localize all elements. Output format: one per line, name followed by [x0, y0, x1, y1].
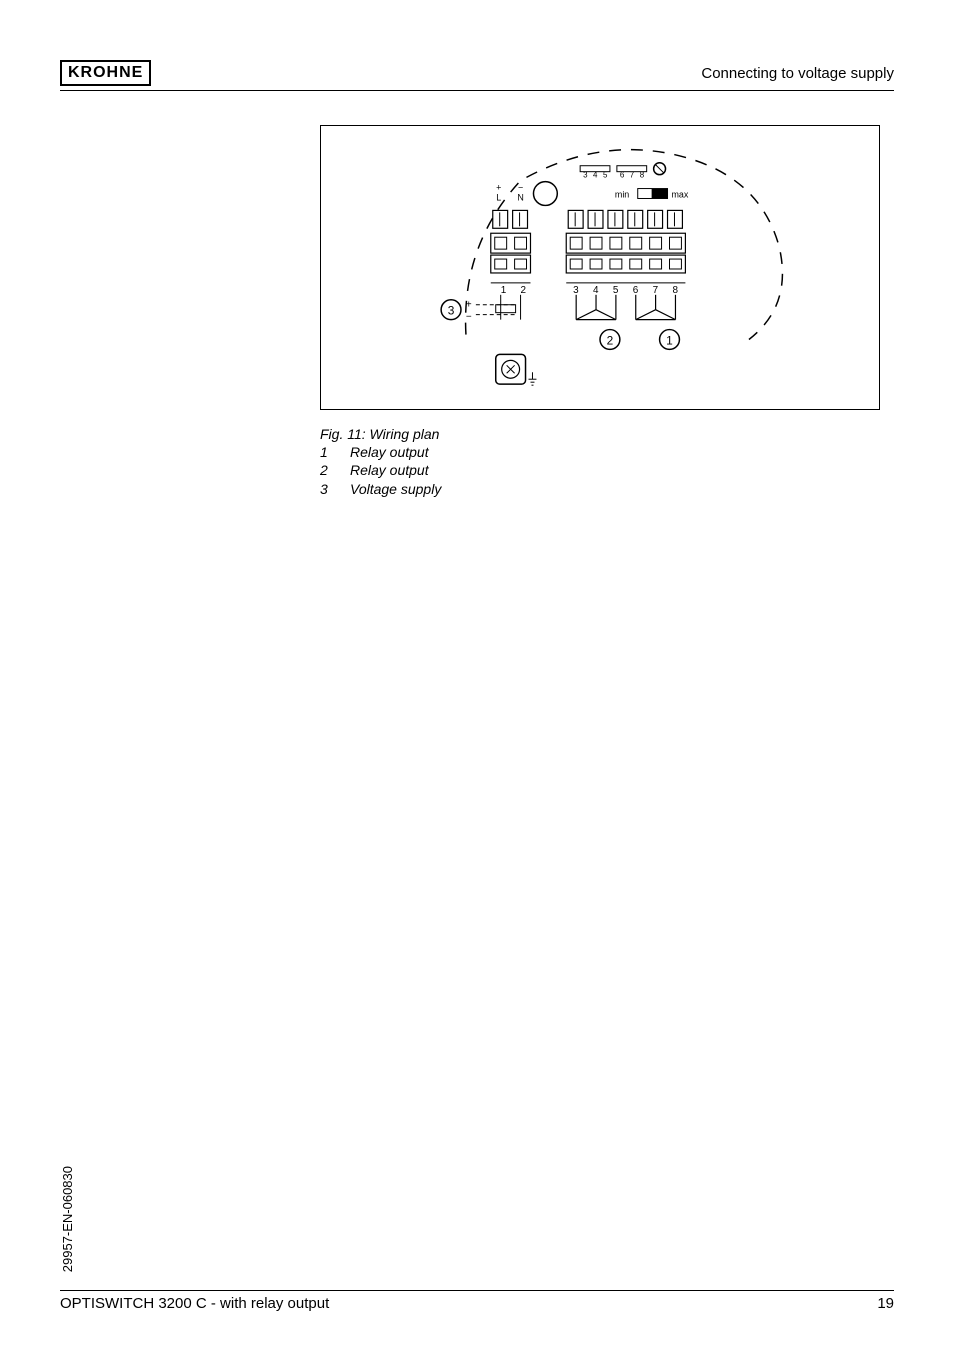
svg-text:3: 3	[573, 285, 579, 296]
svg-text:7: 7	[653, 285, 659, 296]
svg-text:2: 2	[521, 285, 527, 296]
legend-num: 2	[320, 461, 350, 479]
legend-num: 3	[320, 480, 350, 498]
brand-logo: KROHNE	[60, 60, 151, 86]
legend-item-1: 1 Relay output	[320, 443, 441, 461]
legend-item-3: 3 Voltage supply	[320, 480, 441, 498]
svg-text:1: 1	[501, 285, 507, 296]
product-name: OPTISWITCH 3200 C - with relay output	[60, 1295, 329, 1312]
caption-title: Fig. 11: Wiring plan	[320, 425, 441, 443]
section-title: Connecting to voltage supply	[701, 65, 894, 82]
svg-text:−: −	[518, 183, 523, 193]
svg-text:−: −	[466, 312, 472, 323]
svg-text:5: 5	[613, 285, 619, 296]
svg-text:3: 3	[448, 304, 455, 318]
legend-item-2: 2 Relay output	[320, 461, 441, 479]
legend-num: 1	[320, 443, 350, 461]
page-number: 19	[877, 1295, 894, 1312]
document-id: 29957-EN-060830	[60, 1166, 75, 1272]
svg-text:max: max	[671, 189, 688, 199]
figure-caption: Fig. 11: Wiring plan 1 Relay output 2 Re…	[320, 425, 441, 498]
terminal-entries	[491, 233, 686, 253]
svg-text:8: 8	[672, 285, 678, 296]
legend-text: Relay output	[350, 461, 429, 479]
svg-text:N: N	[517, 192, 523, 202]
wiring-diagram-figure: + L − N 3 4 5 6 7 8 min max	[320, 125, 880, 410]
terminal-bottom	[491, 255, 686, 273]
svg-text:L: L	[496, 192, 501, 202]
relay-symbols	[576, 295, 675, 320]
svg-text:min: min	[615, 189, 629, 199]
svg-text:+: +	[466, 300, 472, 311]
svg-text:2: 2	[607, 333, 614, 347]
page-header: KROHNE Connecting to voltage supply	[60, 60, 894, 91]
svg-text:1: 1	[666, 333, 673, 347]
svg-text:6: 6	[633, 285, 639, 296]
legend-text: Voltage supply	[350, 480, 441, 498]
svg-text:4: 4	[593, 285, 599, 296]
page-footer: OPTISWITCH 3200 C - with relay output 19	[60, 1290, 894, 1312]
wiring-diagram-svg: + L − N 3 4 5 6 7 8 min max	[321, 126, 879, 409]
terminal-screws	[493, 210, 683, 228]
legend-text: Relay output	[350, 443, 429, 461]
svg-text:+: +	[496, 183, 501, 193]
